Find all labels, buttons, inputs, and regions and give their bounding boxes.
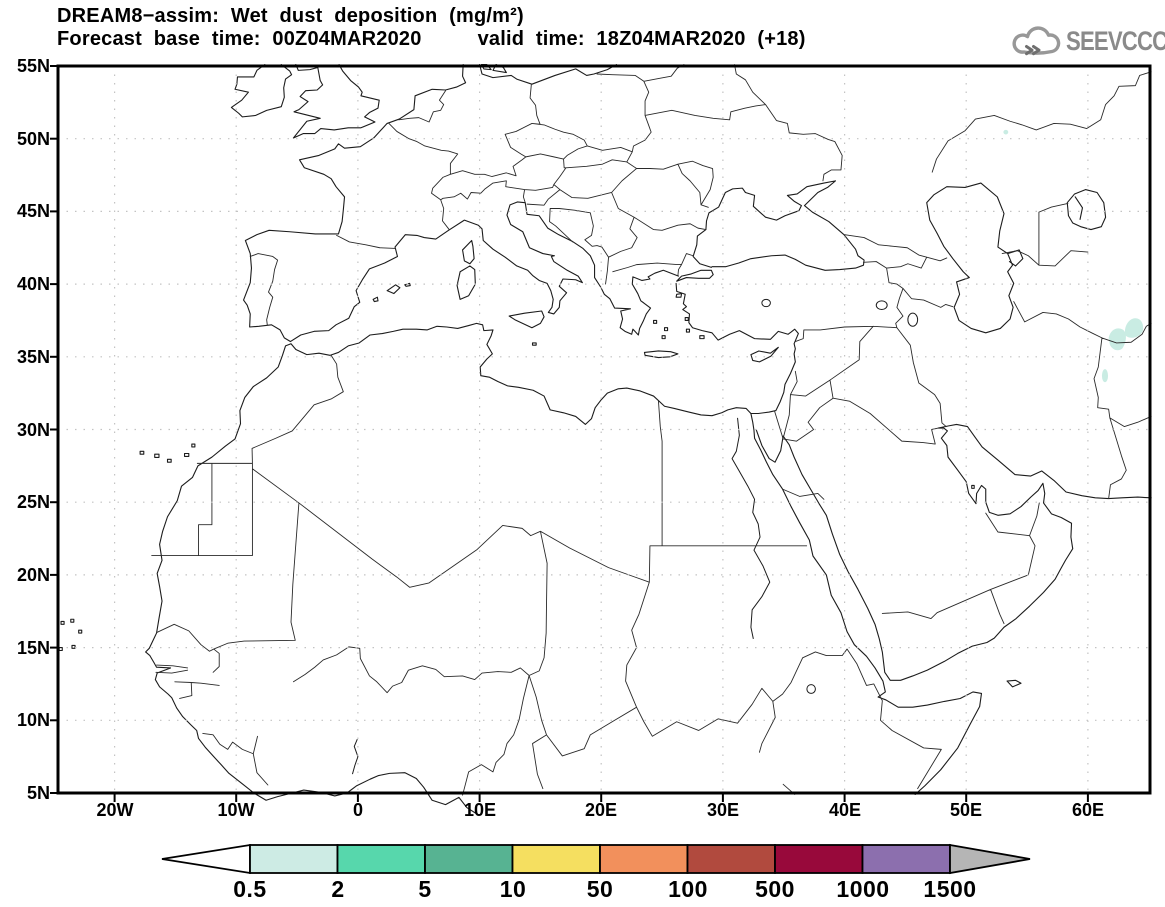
base-time-text: Forecast base time: 00Z04MAR2020 <box>57 28 422 50</box>
nile-river <box>732 418 770 639</box>
coastline-arabia-gulf <box>756 424 1151 680</box>
colorbar <box>161 843 1031 875</box>
dust-patch <box>1124 318 1144 338</box>
lat-label: 5N <box>26 783 50 803</box>
colorbar-below-min-arrow <box>161 843 251 875</box>
map-area <box>50 64 1152 802</box>
colorbar-segment <box>599 844 689 874</box>
coastline-africa <box>146 323 751 813</box>
gridlines <box>58 66 1150 793</box>
colorbar-segment <box>424 844 514 874</box>
lat-label: 40N <box>16 274 50 294</box>
borders-europe <box>250 65 1151 325</box>
lat-label: 35N <box>16 347 50 367</box>
colorbar-label: 1500 <box>923 876 977 902</box>
plot-title: DREAM8−assim: Wet dust deposition (mg/m²… <box>57 5 524 27</box>
lon-label: 0 <box>352 800 363 820</box>
coastline-baltic <box>480 65 617 85</box>
colorbar-label: 1000 <box>836 876 890 902</box>
colorbar-segment <box>511 844 601 874</box>
lon-label: 50E <box>949 800 983 820</box>
lat-label: 45N <box>16 201 50 221</box>
map-canvas <box>58 66 1150 793</box>
colorbar-label: 100 <box>668 876 708 902</box>
lon-label: 20E <box>584 800 618 820</box>
cloud-double-chevron-icon <box>1012 26 1061 56</box>
borders-africa <box>152 355 942 795</box>
coastline-europe <box>244 65 679 342</box>
colorbar-segment <box>774 844 864 874</box>
coastline-aral <box>1067 190 1105 230</box>
map-grid-frame <box>50 64 1152 802</box>
colorbar-segment <box>686 844 776 874</box>
lat-label: 55N <box>16 56 50 76</box>
dust-patch <box>1101 369 1109 383</box>
lat-label: 15N <box>16 638 50 658</box>
plot-subtitle: Forecast base time: 00Z04MAR2020 valid ti… <box>57 28 806 51</box>
dust-patch <box>1003 129 1009 135</box>
lon-label: 10W <box>217 800 255 820</box>
lat-label: 10N <box>16 710 50 730</box>
coastline-marmara <box>677 270 714 281</box>
lon-label: 10E <box>463 800 497 820</box>
lon-label: 40E <box>828 800 862 820</box>
colorbar-segment <box>861 844 951 874</box>
map-frame <box>56 64 1152 795</box>
lon-label: 60E <box>1071 800 1105 820</box>
dust-patch <box>1108 328 1126 351</box>
lakes <box>352 299 917 774</box>
lat-label: 50N <box>16 129 50 149</box>
borders-mideast <box>775 203 1152 623</box>
axis-ticks <box>50 65 1089 802</box>
lat-label: 30N <box>16 420 50 440</box>
deposition-patches <box>1003 129 1144 383</box>
coastline-levant-anatolia <box>676 283 798 413</box>
colorbar-above-max-arrow <box>949 843 1031 875</box>
title-block: DREAM8−assim: Wet dust deposition (mg/m²… <box>57 5 806 51</box>
seevccc-logo: SEEVCCC <box>1012 22 1165 60</box>
logo-text: SEEVCCC <box>1066 25 1165 56</box>
islands <box>59 65 1021 687</box>
lat-label: 20N <box>16 565 50 585</box>
valid-time-text: valid time: 18Z04MAR2020 (+18) <box>477 28 806 50</box>
lon-label: 30E <box>706 800 740 820</box>
colorbar-label: 2 <box>331 876 345 902</box>
colorbar-label: 10 <box>499 876 527 902</box>
coastline-black-sea <box>693 181 864 270</box>
colorbar-label: 500 <box>755 876 795 902</box>
colorbar-segment <box>249 844 339 874</box>
colorbar-segment <box>336 844 426 874</box>
coastline-redsea-horn <box>751 414 982 795</box>
lat-label: 25N <box>16 492 50 512</box>
colorbar-label: 5 <box>418 876 432 902</box>
colorbar-label: 0.5 <box>233 876 267 902</box>
lon-label: 20W <box>96 800 134 820</box>
colorbar-label: 50 <box>586 876 614 902</box>
